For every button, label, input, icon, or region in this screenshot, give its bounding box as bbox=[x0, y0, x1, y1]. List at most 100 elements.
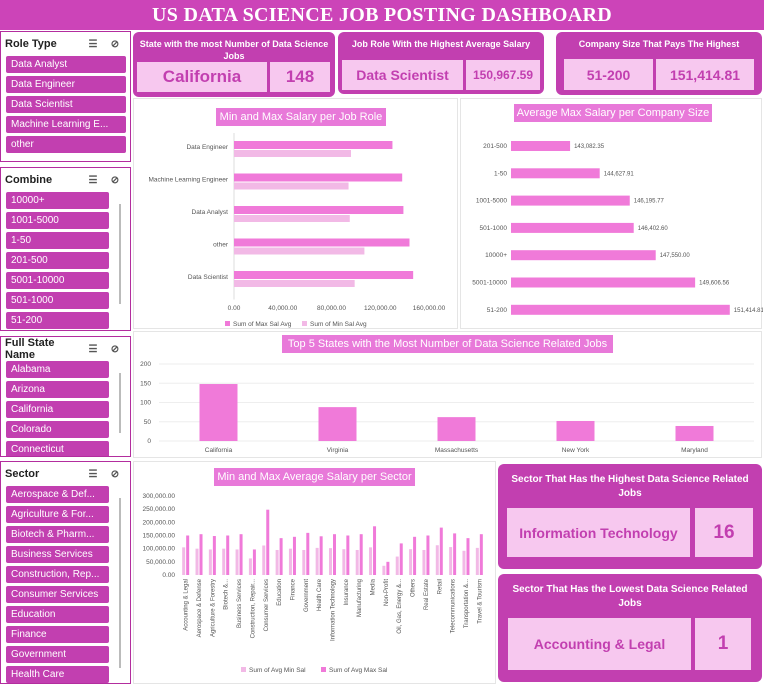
kpi-label: Job Role With the Highest Average Salary bbox=[351, 39, 531, 49]
bar-max bbox=[333, 534, 336, 575]
scrollbar[interactable] bbox=[119, 373, 121, 433]
tick-label: 160,000.00 bbox=[413, 305, 446, 312]
slicer-item[interactable]: 201-500 bbox=[6, 252, 109, 269]
legend-swatch bbox=[302, 321, 307, 326]
bar-max bbox=[373, 526, 377, 575]
legend-swatch bbox=[321, 667, 326, 672]
slicer-item[interactable]: Construction, Rep... bbox=[6, 566, 109, 583]
slicer-item[interactable]: Biotech & Pharm... bbox=[6, 526, 109, 543]
company-size-chart: Average Max Salary per Company Size 201-… bbox=[460, 98, 763, 329]
slicer-item[interactable]: 51-200 bbox=[6, 312, 109, 329]
category-label: 5001-10000 bbox=[472, 280, 507, 287]
bar-max bbox=[279, 538, 283, 575]
bar-min bbox=[315, 547, 319, 575]
tick-label: 100,000.00 bbox=[142, 546, 175, 553]
kpi-value: 148 bbox=[270, 62, 330, 92]
state-slicer: Full State Name ☰ ⊘ Alabama Arizona Califo… bbox=[0, 336, 131, 457]
category-label: Accounting & Legal bbox=[184, 579, 190, 631]
scrollbar[interactable] bbox=[119, 498, 121, 668]
category-label: New York bbox=[562, 447, 590, 454]
slicer-item[interactable]: Business Services bbox=[6, 546, 109, 563]
clear-filter-icon[interactable]: ⊘ bbox=[110, 468, 120, 480]
slicer-item[interactable]: Connecticut bbox=[6, 441, 109, 456]
multi-select-icon[interactable]: ☰ bbox=[88, 343, 98, 355]
bar-min bbox=[369, 547, 373, 575]
slicer-item[interactable]: Agriculture & For... bbox=[6, 506, 109, 523]
slicer-item[interactable]: 501-1000 bbox=[6, 292, 109, 309]
slicer-item[interactable]: Data Scientist bbox=[6, 96, 126, 113]
bar-min bbox=[275, 549, 279, 575]
bar-min bbox=[462, 550, 466, 575]
bar-min bbox=[222, 548, 226, 575]
clear-filter-icon[interactable]: ⊘ bbox=[110, 174, 120, 186]
bar-max bbox=[234, 141, 393, 149]
category-label: 10000+ bbox=[485, 252, 507, 259]
slicer-item[interactable]: Government bbox=[6, 646, 109, 663]
clear-filter-icon[interactable]: ⊘ bbox=[110, 343, 120, 355]
kpi-name: Data Scientist bbox=[342, 60, 463, 90]
kpi-label: Sector That Has the Lowest Data Science … bbox=[512, 584, 748, 609]
slicer-item[interactable]: Aerospace & Def... bbox=[6, 486, 109, 503]
bar-max bbox=[399, 543, 403, 575]
kpi-top-company: Company Size That Pays The Highest 51-20… bbox=[556, 32, 762, 95]
kpi-name: Accounting & Legal bbox=[508, 618, 691, 670]
data-label: 147,550.00 bbox=[660, 253, 691, 259]
kpi-sector-lowest: Sector That Has the Lowest Data Science … bbox=[498, 574, 762, 682]
slicer-item[interactable]: 1001-5000 bbox=[6, 212, 109, 229]
category-label: Virginia bbox=[327, 447, 349, 454]
slicer-item[interactable]: Consumer Services bbox=[6, 586, 109, 603]
tick-label: 200 bbox=[140, 361, 151, 368]
category-label: 501-1000 bbox=[480, 225, 508, 232]
dashboard-title: US DATA SCIENCE JOB POSTING DASHBOARD bbox=[0, 0, 764, 30]
slicer-title: Full State Name bbox=[5, 337, 55, 361]
multi-select-icon[interactable]: ☰ bbox=[88, 174, 98, 186]
tick-label: 0.00 bbox=[228, 305, 241, 312]
category-label: Maryland bbox=[681, 447, 708, 454]
bar-max bbox=[413, 536, 417, 575]
sector-salary-svg: 300,000.00 250,000.00 200,000.00 150,000.00… bbox=[142, 493, 483, 674]
bar-max bbox=[426, 535, 430, 575]
slicer-item[interactable]: Data Engineer bbox=[6, 76, 126, 93]
combine-slicer: Combine ☰ ⊘ 10000+ 1001-5000 1-50 201-500 50… bbox=[0, 167, 131, 331]
bar-max bbox=[234, 238, 410, 247]
slicer-title: Combine bbox=[5, 174, 53, 186]
slicer-item[interactable]: Data Analyst bbox=[6, 56, 126, 73]
slicer-item[interactable]: Health Care bbox=[6, 666, 109, 683]
slicer-item[interactable]: 10000+ bbox=[6, 192, 109, 209]
data-label: 144,627.91 bbox=[604, 171, 635, 177]
multi-select-icon[interactable]: ☰ bbox=[88, 468, 98, 480]
slicer-item[interactable]: Arizona bbox=[6, 381, 109, 398]
clear-filter-icon[interactable]: ⊘ bbox=[110, 38, 120, 50]
state-slicer-header: Full State Name ☰ ⊘ bbox=[1, 337, 130, 361]
kpi-top-state: State with the most Number of Data Scien… bbox=[133, 32, 335, 97]
slicer-item[interactable]: 5001-10000 bbox=[6, 272, 109, 289]
category-label: 201-500 bbox=[483, 143, 507, 150]
category-label: Manufacturing bbox=[357, 579, 363, 617]
multi-select-icon[interactable]: ☰ bbox=[88, 38, 98, 50]
slicer-item[interactable]: California bbox=[6, 401, 109, 418]
category-label: Real Estate bbox=[424, 578, 430, 610]
scrollbar[interactable] bbox=[119, 204, 121, 304]
chart-title: Top 5 States with the Most Number of Dat… bbox=[282, 335, 613, 353]
kpi-value: 151,414.81 bbox=[656, 59, 754, 90]
slicer-item[interactable]: Machine Learning E... bbox=[6, 116, 126, 133]
bar-min bbox=[422, 549, 426, 575]
role-type-slicer: Role Type ☰ ⊘ Data Analyst Data Engineer D… bbox=[0, 31, 131, 162]
bar-max bbox=[226, 535, 230, 575]
slicer-item[interactable]: Alabama bbox=[6, 361, 109, 378]
kpi-label: Company Size That Pays The Highest bbox=[578, 39, 740, 49]
slicer-item[interactable]: other bbox=[6, 136, 126, 153]
bar-max bbox=[234, 173, 403, 182]
bar-min bbox=[475, 547, 479, 575]
slicer-item[interactable]: 1-50 bbox=[6, 232, 109, 249]
role-salary-svg: Data Engineer Machine Learning Engineer Da… bbox=[149, 133, 446, 328]
slicer-item[interactable]: Colorado bbox=[6, 421, 109, 438]
category-label: Aerospace & Defense bbox=[197, 578, 203, 637]
slicer-item[interactable]: Finance bbox=[6, 626, 109, 643]
bar-min bbox=[409, 549, 413, 575]
kpi-value: 150,967.59 bbox=[466, 60, 540, 90]
bar bbox=[511, 168, 600, 179]
bar-min bbox=[248, 558, 252, 575]
slicer-item[interactable]: Education bbox=[6, 606, 109, 623]
top-states-svg: 0 50 100 150 200 California Virginia Massachuse… bbox=[140, 361, 754, 454]
